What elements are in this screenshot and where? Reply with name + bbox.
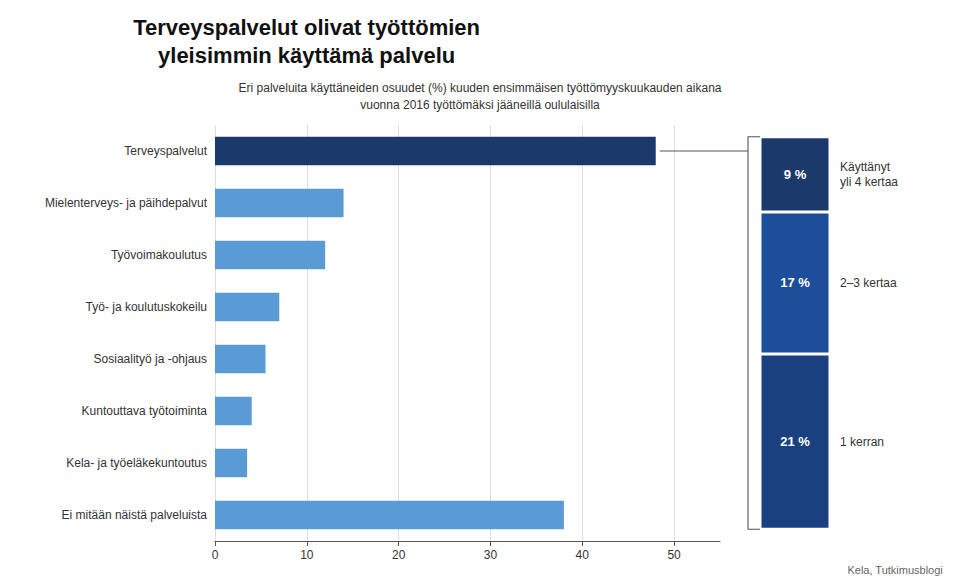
svg-text:Työvoimakoulutus: Työvoimakoulutus xyxy=(111,248,207,262)
svg-text:40: 40 xyxy=(576,548,590,562)
svg-text:0: 0 xyxy=(212,548,219,562)
svg-text:20: 20 xyxy=(392,548,406,562)
svg-text:Eri palveluita käyttäneiden os: Eri palveluita käyttäneiden osuudet (%) … xyxy=(239,81,722,95)
svg-text:1 kerran: 1 kerran xyxy=(840,435,884,449)
svg-text:Käyttänyt: Käyttänyt xyxy=(840,160,891,174)
svg-text:yleisimmin käyttämä palvelu: yleisimmin käyttämä palvelu xyxy=(158,43,455,68)
svg-text:50: 50 xyxy=(667,548,681,562)
svg-text:2–3 kertaa: 2–3 kertaa xyxy=(840,276,897,290)
svg-text:Ei mitään näistä palveluista: Ei mitään näistä palveluista xyxy=(62,508,208,522)
svg-text:21 %: 21 % xyxy=(780,434,810,449)
svg-text:Kela- ja työeläkekuntoutus: Kela- ja työeläkekuntoutus xyxy=(66,456,207,470)
svg-text:30: 30 xyxy=(484,548,498,562)
svg-text:Kela, Tutkimusblogi: Kela, Tutkimusblogi xyxy=(847,564,942,576)
svg-text:Mielenterveys- ja päihdepalvut: Mielenterveys- ja päihdepalvut xyxy=(45,196,208,210)
svg-text:Kuntouttava työtoiminta: Kuntouttava työtoiminta xyxy=(82,404,208,418)
svg-text:9 %: 9 % xyxy=(784,167,807,182)
svg-text:Terveyspalvelut olivat työttöm: Terveyspalvelut olivat työttömien xyxy=(133,15,480,40)
svg-text:vuonna 2016 työttömäksi jäänei: vuonna 2016 työttömäksi jääneillä oulula… xyxy=(360,98,600,112)
svg-text:Terveyspalvelut: Terveyspalvelut xyxy=(124,144,207,158)
svg-text:Sosiaalityö ja -ohjaus: Sosiaalityö ja -ohjaus xyxy=(94,352,207,366)
svg-text:Työ- ja koulutuskokeilu: Työ- ja koulutuskokeilu xyxy=(86,300,207,314)
svg-text:17 %: 17 % xyxy=(780,275,810,290)
svg-text:yli 4 kertaa: yli 4 kertaa xyxy=(840,175,898,189)
svg-text:10: 10 xyxy=(300,548,314,562)
